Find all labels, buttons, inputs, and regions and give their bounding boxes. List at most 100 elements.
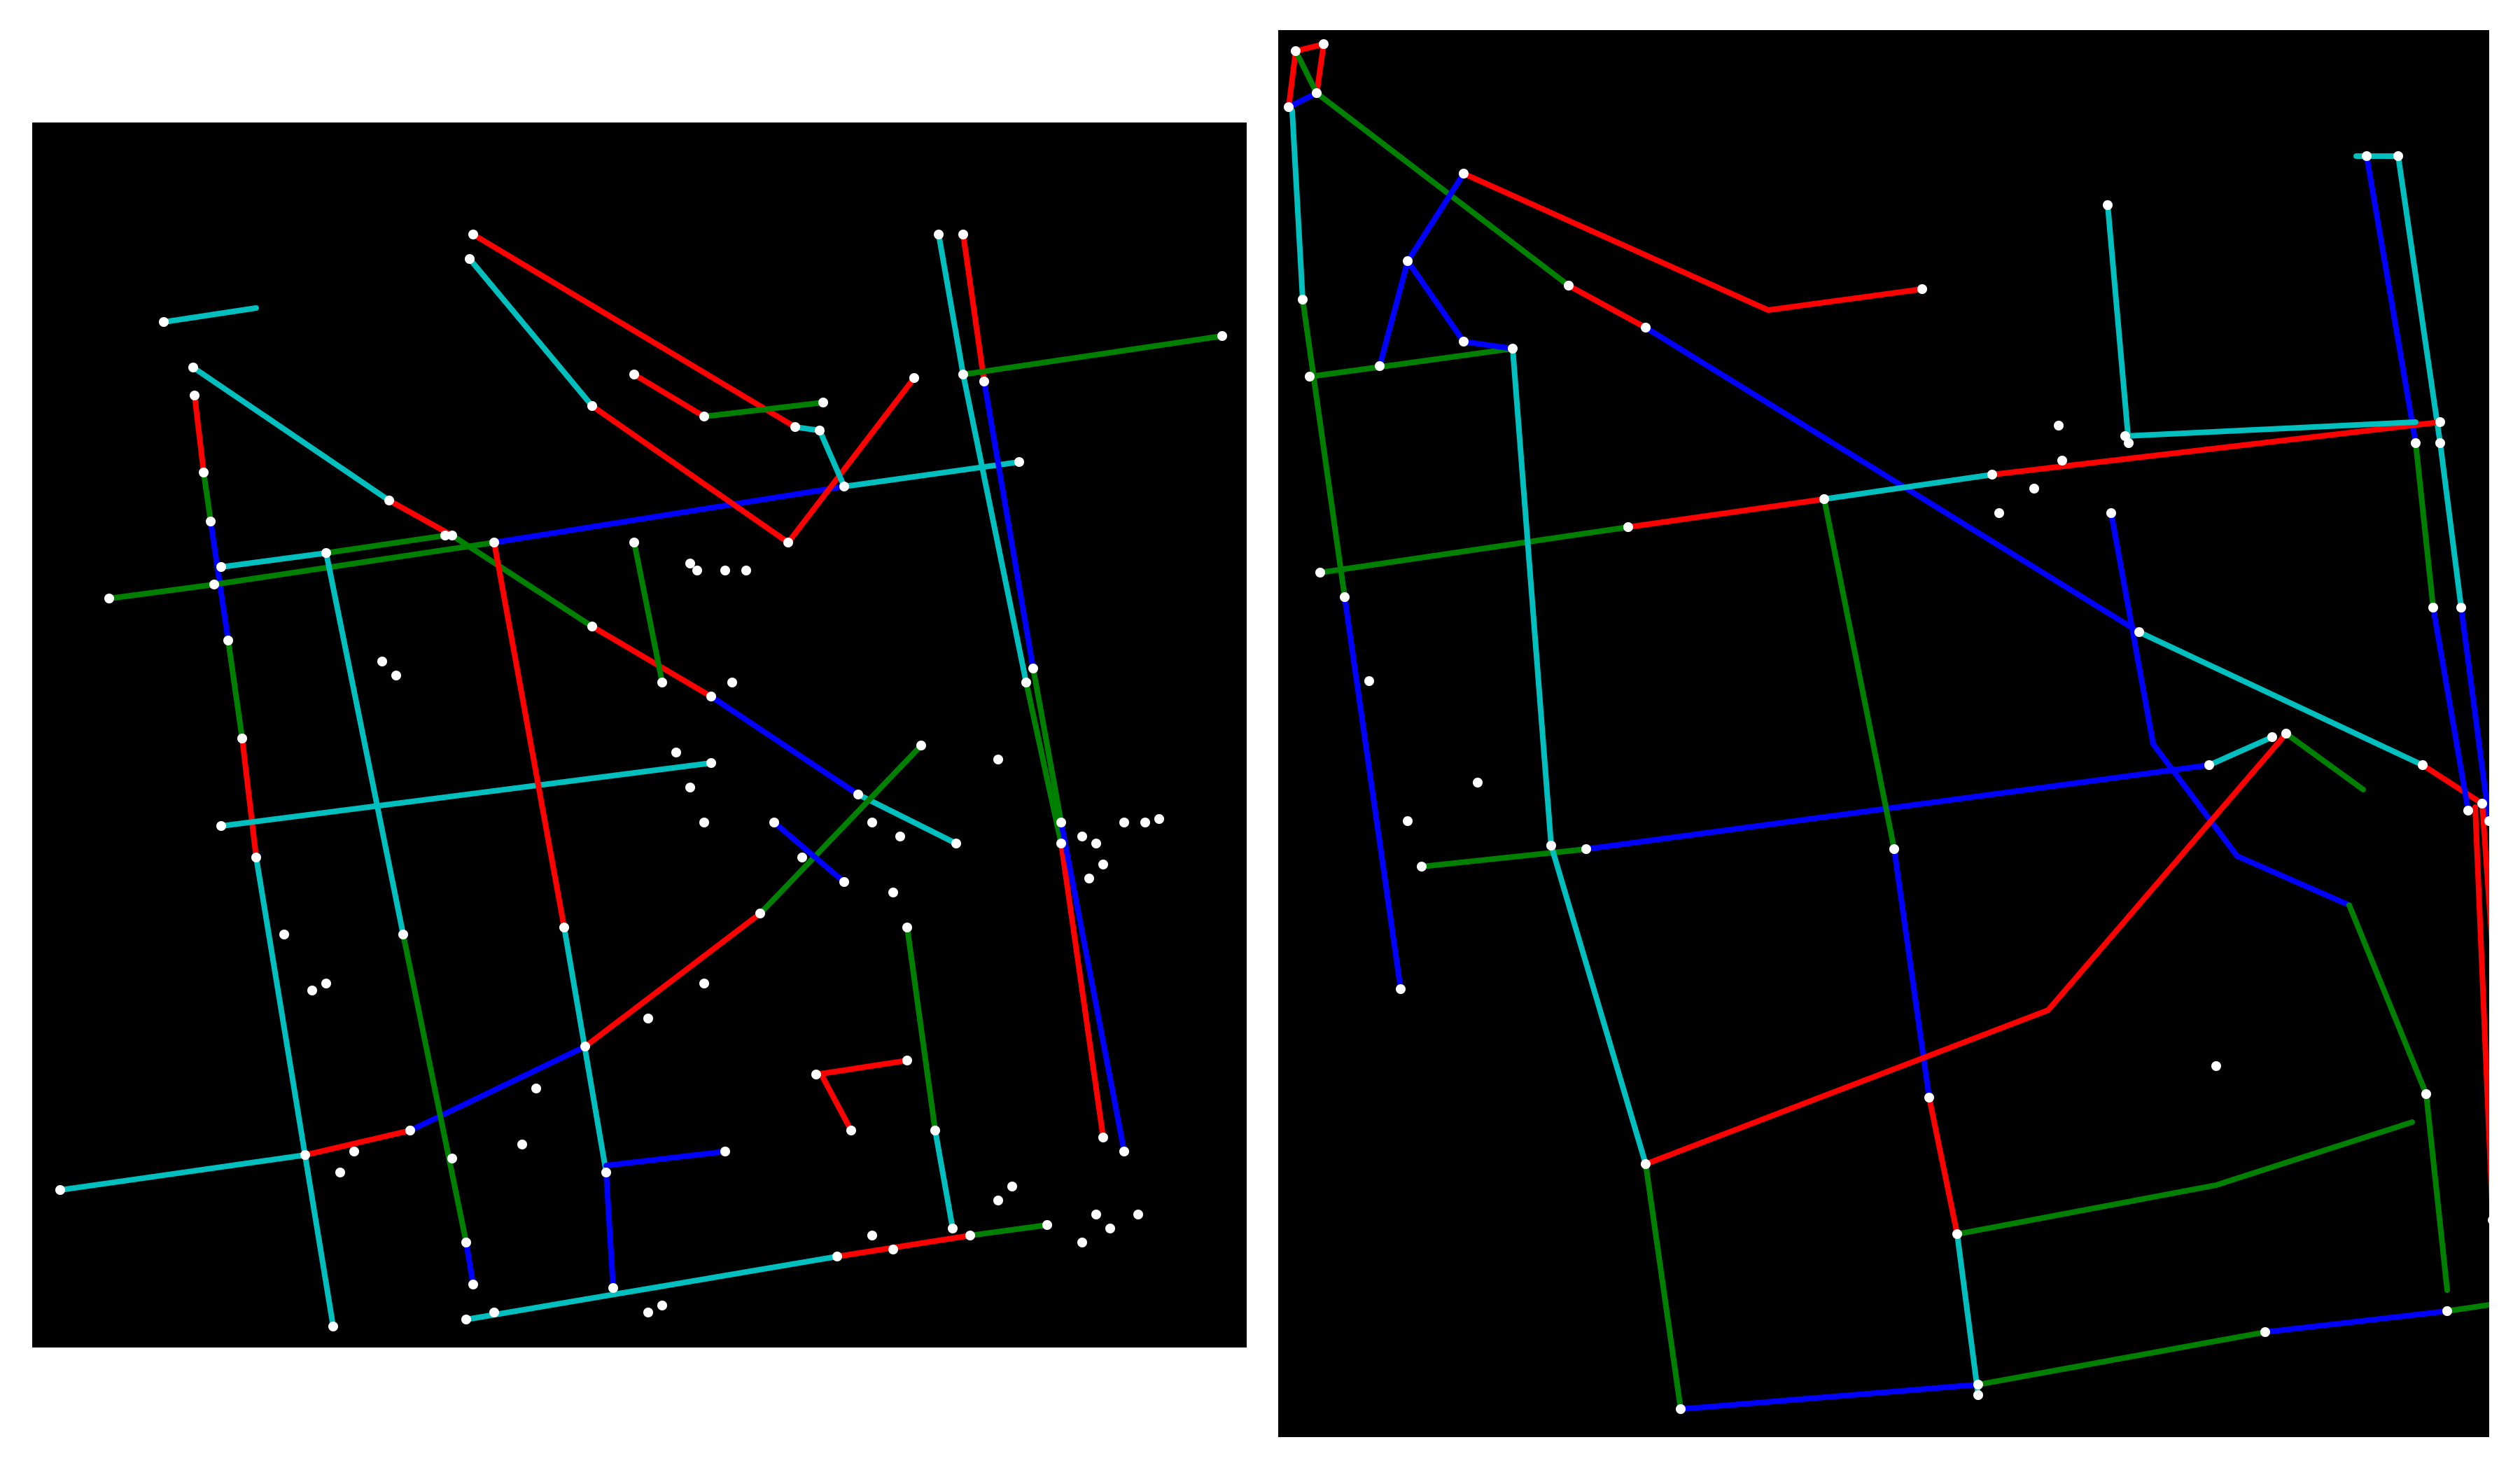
graph-node	[755, 909, 765, 918]
road-segment-blue	[463, 1240, 476, 1287]
road-segment-green	[757, 743, 924, 916]
road-segment-red	[1286, 48, 1298, 110]
graph-node	[237, 734, 247, 743]
graph-node	[1091, 1210, 1101, 1219]
road-segment-cyan	[1954, 1231, 1981, 1398]
road-segment-cyan	[1510, 346, 1554, 848]
graph-node	[2435, 417, 2445, 427]
right-map-panel	[1278, 30, 2489, 1437]
road-segment-cyan	[2395, 153, 2443, 446]
road-segment-blue	[2458, 605, 2489, 824]
graph-node	[216, 562, 226, 572]
graph-node	[349, 1147, 359, 1156]
graph-node	[1641, 323, 1651, 332]
graph-node	[657, 678, 667, 687]
road-segment-cyan	[936, 232, 966, 377]
graph-node	[580, 1042, 590, 1051]
graph-node	[104, 594, 114, 603]
graph-node	[2267, 732, 2277, 742]
graph-node	[1396, 984, 1406, 994]
graph-node	[2281, 729, 2291, 738]
graph-node	[783, 538, 793, 547]
road-segment-green	[960, 333, 1225, 377]
graph-node	[384, 496, 394, 505]
road-segment-green	[967, 1222, 1050, 1238]
graph-node	[461, 1238, 471, 1247]
road-segment-cyan	[57, 1152, 308, 1193]
graph-node	[1459, 337, 1469, 346]
road-segment-green	[701, 400, 826, 419]
road-segment-cyan	[855, 792, 959, 846]
road-segment-red	[820, 1075, 854, 1133]
graph-node	[2463, 806, 2473, 816]
road-segment-red	[192, 393, 206, 475]
road-segment-blue	[2108, 510, 2352, 908]
graph-node	[188, 363, 198, 372]
graph-node	[1403, 816, 1413, 826]
road-segment-red	[1566, 283, 1648, 330]
graph-node	[699, 979, 709, 988]
graph-node	[1623, 522, 1633, 532]
graph-node	[206, 517, 216, 526]
graph-node	[2103, 200, 2113, 210]
graph-node	[815, 426, 825, 435]
graph-node	[461, 1315, 471, 1324]
graph-node	[2134, 627, 2144, 637]
road-segment-blue	[603, 1170, 616, 1291]
road-segment-red	[631, 372, 707, 419]
graph-node	[1014, 457, 1024, 467]
graph-node	[1473, 778, 1483, 788]
graph-node	[895, 832, 905, 841]
graph-node	[1459, 169, 1469, 178]
road-segment-cyan	[817, 428, 847, 489]
road-segment-blue	[491, 484, 847, 545]
road-segment-green	[1975, 1329, 2268, 1387]
road-segment-red	[582, 911, 763, 1049]
road-segment-blue	[1583, 762, 2212, 852]
graph-node	[685, 783, 695, 792]
graph-node	[531, 1084, 541, 1093]
graph-node	[867, 1231, 877, 1240]
graph-node	[1105, 1224, 1115, 1233]
road-segment-green	[2444, 1301, 2489, 1314]
road-segment-red	[960, 232, 987, 384]
graph-node	[1007, 1182, 1017, 1191]
graph-node	[720, 1147, 730, 1156]
road-segment-red	[302, 1128, 413, 1158]
road-segment-blue	[1342, 594, 1404, 992]
graph-node	[1284, 102, 1294, 112]
graph-node	[587, 401, 597, 411]
graph-node	[629, 538, 639, 547]
graph-node	[2204, 760, 2214, 770]
road-segment-blue	[1405, 171, 1466, 264]
road-segment-red	[813, 1058, 910, 1077]
graph-node	[902, 923, 912, 932]
graph-node	[790, 422, 800, 432]
graph-node	[2260, 1327, 2270, 1337]
graph-node	[1924, 1093, 1934, 1102]
road-segment-cyan	[467, 256, 595, 409]
graph-node	[979, 377, 989, 386]
road-segment-green	[1643, 1161, 1684, 1412]
graph-node	[1581, 844, 1591, 854]
graph-node	[797, 853, 807, 862]
graph-node	[468, 1280, 478, 1289]
road-segment-blue	[1058, 820, 1127, 1154]
graph-node	[769, 818, 779, 827]
graph-node	[55, 1185, 65, 1195]
graph-node	[1028, 664, 1038, 673]
graph-node	[699, 818, 709, 827]
graph-node	[2442, 1306, 2452, 1316]
graph-node	[909, 373, 919, 383]
graph-node	[1917, 284, 1927, 294]
graph-node	[1819, 494, 1829, 504]
road-segment-blue	[2364, 153, 2418, 446]
graph-node	[685, 559, 695, 568]
right-road-network	[1284, 39, 2489, 1414]
graph-node	[251, 853, 261, 862]
road-segment-cyan	[2136, 629, 2426, 768]
graph-node	[216, 821, 226, 831]
graph-node	[720, 566, 730, 575]
graph-node	[1154, 814, 1164, 824]
road-segment-red	[2472, 804, 2489, 1204]
